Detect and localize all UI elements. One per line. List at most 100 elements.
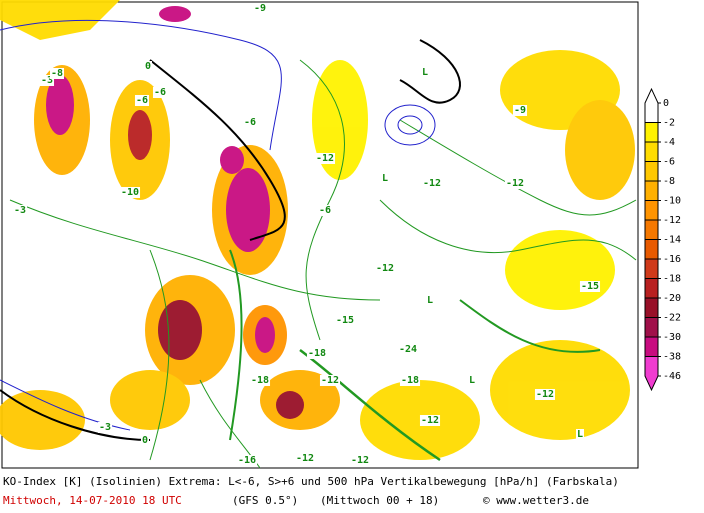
map-label-bg [534, 389, 556, 400]
map-label-bg [579, 281, 601, 292]
map-label: -12 [421, 415, 439, 426]
map-label-bg [306, 348, 328, 359]
colorbar-label: 0 [663, 98, 669, 109]
colorbar-swatch [644, 161, 659, 182]
colorbar-label: -2 [663, 118, 675, 129]
map-label-bg [380, 173, 390, 184]
map-label: -12 [423, 178, 441, 189]
map-label: -12 [321, 375, 339, 386]
map-label-bg [349, 455, 371, 466]
colorbar-label: -38 [663, 352, 681, 363]
colorbar-swatch [644, 278, 659, 299]
map-label-bg [49, 68, 65, 79]
colorbar-swatch [644, 336, 659, 357]
caption-model: (GFS 0.5°) [232, 494, 298, 507]
map-label: L [469, 375, 475, 386]
map-label: -10 [121, 187, 139, 198]
map-label-bg [419, 415, 441, 426]
map-label-bg [119, 187, 141, 198]
zero-lines [0, 39, 461, 441]
colorbar-swatch [644, 219, 659, 240]
map-label: -12 [296, 453, 314, 464]
colorbar-label: -22 [663, 313, 681, 324]
map-label-bg [140, 435, 150, 446]
colorbar-label: -18 [663, 274, 681, 285]
colorbar-label: -8 [663, 176, 675, 187]
map-label: -12 [351, 455, 369, 466]
map-label-bg [421, 178, 443, 189]
map-label: -8 [51, 68, 63, 79]
colorbar-swatch [644, 239, 659, 260]
map-label: -3 [14, 205, 26, 216]
caption-credit: © www.wetter3.de [483, 494, 589, 507]
colorbar-label: -16 [663, 254, 681, 265]
map-label-bg [374, 263, 396, 274]
map-label: -9 [254, 3, 266, 14]
map-label-bg [575, 429, 585, 440]
map-label: -9 [514, 105, 526, 116]
map-label: -18 [308, 348, 326, 359]
map-label: -12 [376, 263, 394, 274]
map-label: -15 [336, 315, 354, 326]
colorbar-label: -46 [663, 371, 681, 382]
map-label-bg [97, 422, 113, 433]
caption-run: (Mittwoch 00 + 18) [320, 494, 439, 507]
map-label-bg [317, 205, 333, 216]
map-label-bg [236, 455, 258, 466]
map-label: -6 [136, 95, 148, 106]
map-label-bg [143, 61, 153, 72]
map-label-bg [504, 178, 526, 189]
map-label: L [422, 67, 428, 78]
map-label: -3 [41, 75, 53, 86]
map-label: -6 [244, 117, 256, 128]
map-label-bg [294, 453, 316, 464]
colorbar-swatch [644, 180, 659, 201]
map-label-bg [467, 375, 477, 386]
colorbar-label: -10 [663, 196, 681, 207]
map-label: 0 [142, 435, 148, 446]
map-label: -18 [401, 375, 419, 386]
map-label: -6 [319, 205, 331, 216]
map-label: L [382, 173, 388, 184]
map-label-bg [512, 105, 528, 116]
map-label: 0 [145, 61, 151, 72]
map-label-bg [152, 87, 168, 98]
colorbar-arrow [644, 87, 659, 123]
colorbar-label: -12 [663, 215, 681, 226]
map-label-bg [319, 375, 341, 386]
caption-date: Mittwoch, 14-07-2010 18 UTC [3, 494, 182, 507]
colorbar-label: -14 [663, 235, 681, 246]
map-label: L [577, 429, 583, 440]
colorbar: 0 -2 -4 -6 -8 -10 -12 -14 -16 -18 -20 -22 -30 -38 -46 [644, 87, 681, 392]
colorbar-swatch [644, 297, 659, 318]
map-label-bg [420, 67, 430, 78]
map-label: L [427, 295, 433, 306]
map-label-bg [134, 95, 150, 106]
map-label: -12 [506, 178, 524, 189]
map-label-bg [314, 153, 336, 164]
map-label-bg [425, 295, 435, 306]
colorbar-label: -30 [663, 332, 681, 343]
colorbar-label: -4 [663, 137, 675, 148]
map-label: -12 [536, 389, 554, 400]
colorbar-swatch [644, 317, 659, 338]
colorbar-swatch [644, 200, 659, 221]
map-label: -24 [399, 344, 417, 355]
map-label-bg [397, 344, 419, 355]
map-label: -15 [581, 281, 599, 292]
blue-isolines [0, 19, 436, 431]
map-label: -6 [154, 87, 166, 98]
map-label: -12 [316, 153, 334, 164]
map-label-bg [39, 75, 55, 86]
map-label-bg [252, 3, 268, 14]
map-label: -16 [238, 455, 256, 466]
colorbar-arrow [644, 356, 659, 392]
map-label: -18 [251, 375, 269, 386]
colorbar-label: -20 [663, 293, 681, 304]
colorbar-swatch [644, 258, 659, 279]
colorbar-swatch [644, 122, 659, 143]
map-label-bg [242, 117, 258, 128]
map-labels: -9-60-3-8-6-10-12L-12-6L-3-9-12-12L-18-1… [12, 3, 601, 466]
map-label-bg [12, 205, 28, 216]
